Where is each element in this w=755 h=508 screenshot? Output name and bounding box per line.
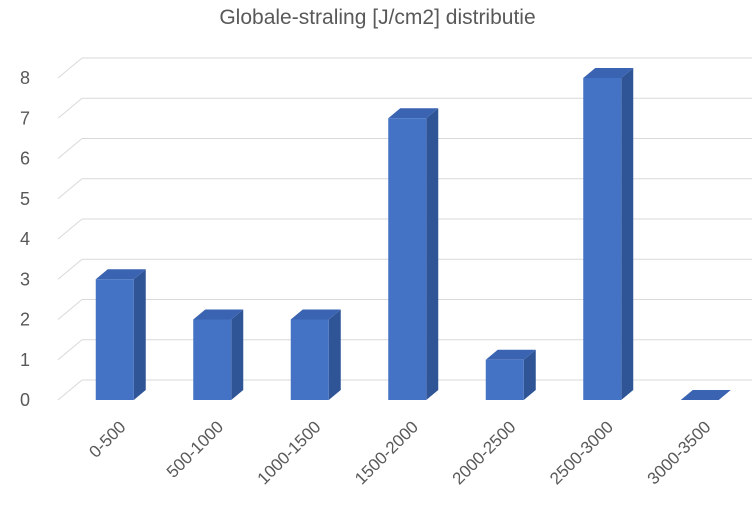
bar: [388, 118, 427, 400]
bar-side: [231, 309, 244, 400]
bar-top: [388, 108, 439, 119]
bar: [290, 319, 329, 400]
x-tick-label: 3000-3500: [644, 417, 715, 488]
x-tick-label: 1500-2000: [351, 417, 422, 488]
y-tick-label: 8: [20, 68, 30, 88]
bar: [193, 319, 232, 400]
gridline-depth: [57, 178, 83, 200]
gridline-depth: [57, 339, 83, 361]
bar-top: [680, 390, 731, 400]
bar-side: [621, 68, 634, 400]
bar-side: [133, 269, 146, 400]
y-tick-label: 4: [20, 229, 30, 249]
bar-side: [523, 349, 536, 400]
y-tick-label: 5: [20, 189, 30, 209]
gridline-depth: [57, 138, 83, 159]
bar-side: [328, 309, 341, 400]
gridline-depth: [57, 57, 83, 79]
y-tick-label: 1: [20, 350, 30, 370]
bar-top: [485, 349, 536, 360]
gridline-depth: [57, 299, 83, 320]
bar-side: [426, 108, 439, 400]
bar: [95, 279, 134, 400]
x-tick-label: 1000-1500: [254, 417, 325, 488]
bar-top: [193, 309, 244, 320]
gridline-depth: [57, 379, 83, 401]
x-tick-label: 2000-2500: [449, 417, 520, 488]
gridline-depth: [57, 258, 83, 280]
y-tick-label: 7: [20, 108, 30, 128]
y-tick-label: 6: [20, 149, 30, 169]
x-tick-label: 500-1000: [163, 417, 227, 481]
bar: [583, 78, 622, 400]
x-tick-label: 0-500: [85, 417, 129, 461]
y-tick-label: 2: [20, 310, 30, 330]
y-tick-label: 0: [20, 390, 30, 410]
gridline-depth: [57, 218, 83, 240]
bar: [485, 359, 524, 400]
bar-top: [583, 68, 634, 78]
bar-top: [95, 269, 146, 280]
chart-title: Globale-straling [J/cm2] distributie: [219, 6, 536, 29]
bar-top: [290, 309, 341, 320]
y-tick-label: 3: [20, 269, 30, 289]
gridline-depth: [57, 97, 83, 119]
x-tick-label: 2500-3000: [546, 417, 617, 488]
